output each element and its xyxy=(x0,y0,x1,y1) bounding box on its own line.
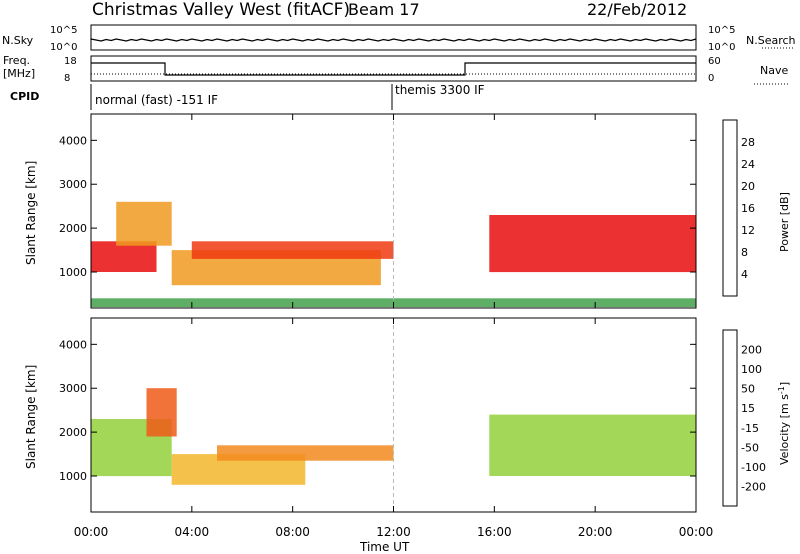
colorbar-tick: 28 xyxy=(741,136,755,149)
velocity-data xyxy=(91,318,696,512)
colorbar-tick: 100 xyxy=(741,363,762,376)
nsearch-tick-bottom: 10^0 xyxy=(708,42,735,53)
y-tick-label: 4000 xyxy=(59,338,87,351)
x-tick-label: 00:00 xyxy=(679,525,714,539)
freq-tick-top: 18 xyxy=(64,56,77,67)
freq-trace xyxy=(91,62,696,76)
nsky-trace xyxy=(90,38,697,42)
beam-title: Beam 17 xyxy=(348,0,420,19)
velocity-axes: 1000 2000 3000 4000 xyxy=(59,318,697,512)
colorbar-tick: -15 xyxy=(741,422,759,435)
x-tick-label: 16:00 xyxy=(477,525,512,539)
y-tick-label: 1000 xyxy=(59,266,87,279)
velocity-region-1 xyxy=(146,388,177,437)
x-tick-label: 20:00 xyxy=(578,525,613,539)
power-region-0 xyxy=(91,241,157,272)
colorbar-tick: 15 xyxy=(741,402,755,415)
x-tick-label: 04:00 xyxy=(175,525,210,539)
nsky-tick-top: 10^5 xyxy=(50,25,77,36)
y-tick-label: 3000 xyxy=(59,382,87,395)
power-region-3 xyxy=(191,241,394,259)
x-tick-label: 08:00 xyxy=(275,525,310,539)
power-ylabel: Slant Range [km] xyxy=(24,161,38,265)
nsky-panel: N.Sky 10^5 10^0 10^5 10^0 N.Search xyxy=(2,24,796,53)
cpid-mode-2: themis 3300 IF xyxy=(395,83,485,97)
colorbar-tick: 8 xyxy=(741,246,748,259)
y-tick-label: 2000 xyxy=(59,426,87,439)
station-title: Christmas Valley West (fitACF) xyxy=(92,0,350,20)
freq-panel: Freq. [MHz] 18 8 60 0 Nave xyxy=(3,54,790,85)
nave-tick-top: 60 xyxy=(708,56,721,67)
freq-frame xyxy=(90,55,697,82)
nsky-line xyxy=(90,38,697,42)
colorbar-tick: 50 xyxy=(741,383,755,396)
freq-tick-bottom: 8 xyxy=(64,73,70,84)
colorbar-tick: 4 xyxy=(741,268,748,281)
cpid-label: CPID xyxy=(10,90,39,103)
time-axis: 00:00 04:00 08:00 12:00 16:00 20:00 00:00 xyxy=(74,525,714,539)
power-panel: 1000 2000 3000 4000 Slant Range [km] xyxy=(24,113,697,309)
power-region-1 xyxy=(116,201,172,246)
power-region-4 xyxy=(489,215,696,273)
cpid-row: CPID normal (fast) -151 IF themis 3300 I… xyxy=(10,83,485,110)
velocity-colorbar: 200 100 50 15 -15 -50 -100 -200 xyxy=(722,329,766,507)
velocity-region-4 xyxy=(489,414,696,476)
freq-line xyxy=(91,62,696,76)
colorbar-tick: 24 xyxy=(741,158,755,171)
cpid-mode-1: normal (fast) -151 IF xyxy=(95,93,218,107)
nsky-label: N.Sky xyxy=(2,34,34,47)
x-tick-label: 00:00 xyxy=(74,525,109,539)
y-tick-label: 2000 xyxy=(59,222,87,235)
date-title: 22/Feb/2012 xyxy=(587,0,687,19)
colorbar-tick: -50 xyxy=(741,441,759,454)
nsky-frame xyxy=(90,24,697,51)
velocity-region-3 xyxy=(217,445,394,461)
colorbar-frame xyxy=(722,329,738,507)
colorbar-tick: -100 xyxy=(741,461,766,474)
y-tick-label: 1000 xyxy=(59,470,87,483)
power-colorbar: 28 24 20 16 12 8 4 xyxy=(722,119,755,297)
freq-label-1: Freq. xyxy=(3,54,30,67)
nsearch-tick-top: 10^5 xyxy=(708,25,735,36)
nave-tick-bottom: 0 xyxy=(708,73,714,84)
power-axes: 1000 2000 3000 4000 xyxy=(59,114,697,308)
nave-label: Nave xyxy=(760,64,788,77)
power-colorbar-label: Power [dB] xyxy=(778,192,791,252)
freq-label-2: [MHz] xyxy=(3,67,35,80)
velocity-panel: 1000 2000 3000 4000 Slant Range [km] xyxy=(24,317,697,513)
colorbar-frame xyxy=(722,119,738,297)
colorbar-tick: -200 xyxy=(741,480,766,493)
power-data xyxy=(91,114,696,308)
y-tick-label: 4000 xyxy=(59,134,87,147)
colorbar-tick: 200 xyxy=(741,344,762,357)
nsearch-label: N.Search xyxy=(746,34,796,47)
colorbar-tick: 20 xyxy=(741,180,755,193)
colorbar-tick: 16 xyxy=(741,202,755,215)
x-tick-label: 12:00 xyxy=(376,525,411,539)
nsky-tick-bottom: 10^0 xyxy=(50,42,77,53)
velocity-ylabel: Slant Range [km] xyxy=(24,365,38,469)
colorbar-tick: 12 xyxy=(741,224,755,237)
time-axis-label: Time UT xyxy=(359,540,410,554)
y-tick-label: 3000 xyxy=(59,178,87,191)
velocity-colorbar-label: Velocity [m s-1] xyxy=(777,382,791,465)
